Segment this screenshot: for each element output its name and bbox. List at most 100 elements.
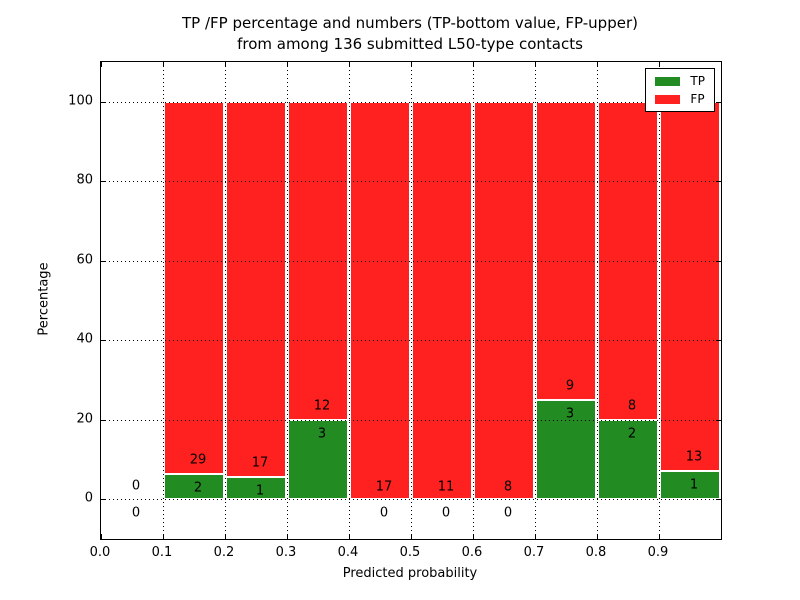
fp-count-label: 9 [565, 378, 575, 394]
fp-count-label: 11 [437, 479, 455, 495]
tp-count-label: 1 [255, 483, 265, 499]
fp-count-label: 8 [627, 398, 637, 414]
legend-label: TP [690, 74, 705, 88]
tp-count-label: 3 [317, 426, 327, 442]
tp-bar [598, 419, 658, 500]
v-gridline [535, 62, 536, 539]
fp-legend-patch [655, 94, 681, 104]
x-tick-mark [535, 534, 536, 539]
fp-count-label: 29 [189, 452, 207, 468]
tp-count-label: 0 [131, 505, 141, 521]
fp-bar [226, 101, 286, 478]
x-tick-label: 0.6 [461, 545, 483, 560]
x-tick-mark [597, 62, 598, 67]
v-gridline [473, 62, 474, 539]
x-tick-mark [473, 62, 474, 67]
v-gridline [659, 62, 660, 539]
fp-count-label: 8 [503, 479, 513, 495]
v-gridline [287, 62, 288, 539]
x-tick-label: 0.7 [523, 545, 545, 560]
fp-bar [412, 101, 472, 500]
x-tick-mark [535, 62, 536, 67]
x-tick-mark [659, 534, 660, 539]
chart-title: TP /FP percentage and numbers (TP-bottom… [100, 13, 720, 55]
v-gridline [163, 62, 164, 539]
y-tick-label: 100 [68, 93, 93, 109]
x-tick-mark [163, 534, 164, 539]
x-tick-label: 0.9 [647, 545, 669, 560]
tp-bar [288, 419, 348, 500]
fp-count-label: 13 [685, 449, 703, 465]
y-tick-mark [101, 260, 106, 262]
x-tick-label: 0.1 [151, 545, 173, 560]
y-axis-label: Percentage [36, 262, 52, 336]
x-tick-mark [597, 534, 598, 539]
tp-count-label: 0 [441, 505, 451, 521]
tp-count-label: 3 [565, 406, 575, 422]
x-tick-mark [225, 534, 226, 539]
y-tick-mark [101, 499, 106, 501]
fp-bar [350, 101, 410, 500]
fp-bar [164, 101, 224, 474]
x-tick-mark [287, 534, 288, 539]
x-tick-label: 0.8 [585, 545, 607, 560]
y-tick-mark [716, 260, 721, 262]
chart-title-line1: TP /FP percentage and numbers (TP-bottom… [182, 14, 638, 32]
y-tick-mark [101, 419, 106, 421]
x-tick-mark [163, 62, 164, 67]
fp-count-label: 0 [131, 478, 141, 494]
x-tick-label: 0.3 [275, 545, 297, 560]
x-tick-mark [287, 62, 288, 67]
x-tick-mark [349, 534, 350, 539]
tp-bar [660, 470, 720, 500]
y-tick-mark [101, 181, 106, 183]
x-tick-mark [101, 534, 102, 539]
y-tick-label: 20 [76, 411, 93, 427]
chart-title-line2: from among 136 submitted L50-type contac… [237, 35, 583, 53]
tp-count-label: 2 [193, 480, 203, 496]
y-tick-label: 40 [76, 331, 93, 347]
y-tick-label: 80 [76, 172, 93, 188]
x-tick-mark [225, 62, 226, 67]
legend-entry: TP [655, 75, 705, 87]
fp-count-label: 12 [313, 398, 331, 414]
x-tick-mark [101, 62, 102, 67]
tp-count-label: 2 [627, 426, 637, 442]
legend-entry: FP [655, 93, 705, 105]
y-tick-mark [716, 101, 721, 103]
tp-bar [164, 473, 224, 500]
x-axis-label: Predicted probability [342, 566, 478, 581]
tp-bar [226, 477, 286, 500]
y-tick-mark [101, 340, 106, 342]
fp-bar [474, 101, 534, 500]
legend: TP FP [645, 68, 715, 112]
v-gridline [597, 62, 598, 539]
x-tick-label: 0.0 [89, 545, 111, 560]
y-tick-mark [716, 181, 721, 183]
fp-count-label: 17 [251, 455, 269, 471]
y-tick-label: 0 [84, 490, 93, 506]
x-tick-label: 0.5 [399, 545, 421, 560]
fp-bar [660, 101, 720, 471]
x-tick-label: 0.2 [213, 545, 235, 560]
y-tick-mark [716, 419, 721, 421]
y-tick-mark [716, 340, 721, 342]
x-tick-mark [473, 534, 474, 539]
legend-label: FP [690, 92, 705, 106]
tp-count-label: 0 [379, 505, 389, 521]
tp-count-label: 1 [689, 477, 699, 493]
fp-count-label: 17 [375, 479, 393, 495]
x-tick-mark [659, 62, 660, 67]
v-gridline [225, 62, 226, 539]
x-tick-mark [411, 534, 412, 539]
x-tick-mark [411, 62, 412, 67]
tp-legend-patch [655, 76, 681, 86]
y-tick-mark [716, 499, 721, 501]
plot-area: 0 0 29 2 17 1 12 3 17 0 11 0 8 0 9 3 8 2 13 1 TP FP [100, 61, 722, 540]
v-gridline [411, 62, 412, 539]
y-tick-mark [101, 101, 106, 103]
tp-bar [536, 399, 596, 500]
tp-count-label: 0 [503, 505, 513, 521]
x-tick-label: 0.4 [337, 545, 359, 560]
y-tick-label: 60 [76, 252, 93, 268]
